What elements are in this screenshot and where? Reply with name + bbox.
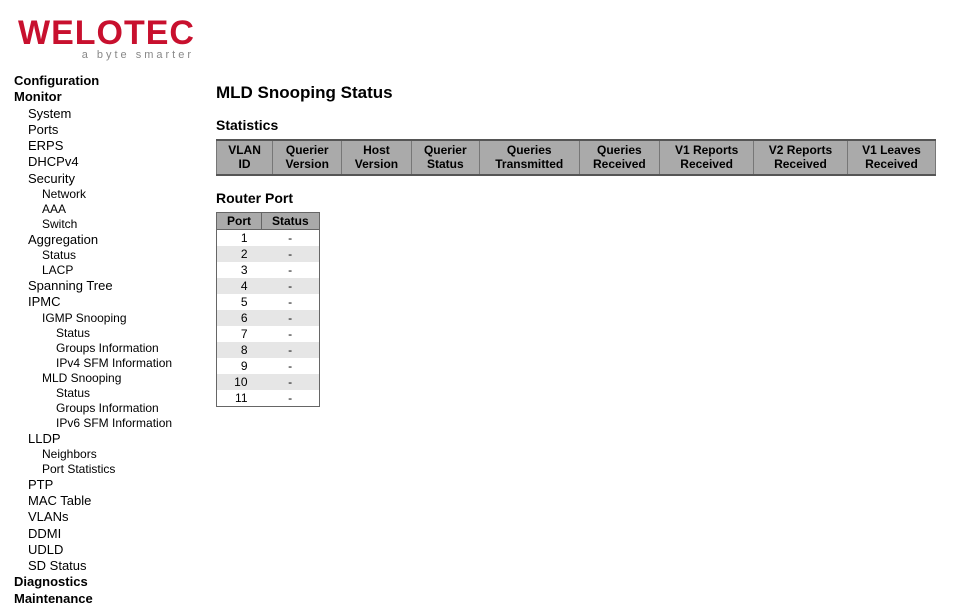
nav-item-vlans[interactable]: VLANs (14, 509, 200, 525)
nav-item-mac-table[interactable]: MAC Table (14, 493, 200, 509)
nav-item-aaa[interactable]: AAA (14, 202, 200, 217)
nav-item-ipv4-sfm-information[interactable]: IPv4 SFM Information (14, 356, 200, 371)
routerport-cell-port: 8 (217, 342, 262, 358)
nav-item-status[interactable]: Status (14, 248, 200, 263)
routerport-row: 8- (217, 342, 320, 358)
nav-item-ports[interactable]: Ports (14, 122, 200, 138)
nav-item-diagnostics[interactable]: Diagnostics (14, 574, 200, 590)
routerport-cell-port: 3 (217, 262, 262, 278)
stats-col-header: QuerierVersion (273, 140, 342, 175)
routerport-cell-status: - (262, 342, 320, 358)
nav-item-groups-information[interactable]: Groups Information (14, 341, 200, 356)
routerport-cell-status: - (262, 310, 320, 326)
routerport-cell-port: 7 (217, 326, 262, 342)
nav-item-ptp[interactable]: PTP (14, 477, 200, 493)
routerport-cell-status: - (262, 229, 320, 246)
nav-item-network[interactable]: Network (14, 187, 200, 202)
routerport-col-header: Port (217, 212, 262, 229)
stats-col-header: V1 LeavesReceived (847, 140, 935, 175)
nav-item-sd-status[interactable]: SD Status (14, 558, 200, 574)
main-content: MLD Snooping Status Statistics VLANIDQue… (200, 69, 953, 407)
nav-item-ddmi[interactable]: DDMI (14, 526, 200, 542)
nav-item-neighbors[interactable]: Neighbors (14, 447, 200, 462)
routerport-cell-status: - (262, 294, 320, 310)
stats-col-header: QuerierStatus (411, 140, 479, 175)
routerport-cell-status: - (262, 326, 320, 342)
routerport-row: 4- (217, 278, 320, 294)
routerport-cell-port: 10 (217, 374, 262, 390)
nav-item-system[interactable]: System (14, 106, 200, 122)
stats-col-header: QueriesReceived (579, 140, 660, 175)
nav-item-maintenance[interactable]: Maintenance (14, 591, 200, 607)
nav-item-dhcpv4[interactable]: DHCPv4 (14, 154, 200, 170)
nav-item-ipmc[interactable]: IPMC (14, 294, 200, 310)
routerport-cell-status: - (262, 374, 320, 390)
logo-area: WELOTEC a byte smarter (0, 0, 953, 69)
nav-item-erps[interactable]: ERPS (14, 138, 200, 154)
page-title: MLD Snooping Status (216, 83, 945, 103)
nav-item-security[interactable]: Security (14, 171, 200, 187)
nav-item-status[interactable]: Status (14, 326, 200, 341)
stats-col-header: QueriesTransmitted (479, 140, 579, 175)
nav-item-configuration[interactable]: Configuration (14, 73, 200, 89)
routerport-col-header: Status (262, 212, 320, 229)
routerport-row: 6- (217, 310, 320, 326)
routerport-cell-port: 9 (217, 358, 262, 374)
nav-item-ipv6-sfm-information[interactable]: IPv6 SFM Information (14, 416, 200, 431)
nav-item-spanning-tree[interactable]: Spanning Tree (14, 278, 200, 294)
stats-col-header: VLANID (217, 140, 273, 175)
routerport-cell-port: 2 (217, 246, 262, 262)
routerport-row: 3- (217, 262, 320, 278)
routerport-cell-status: - (262, 262, 320, 278)
routerport-cell-status: - (262, 278, 320, 294)
routerport-row: 1- (217, 229, 320, 246)
routerport-cell-status: - (262, 390, 320, 407)
nav-item-groups-information[interactable]: Groups Information (14, 401, 200, 416)
routerport-row: 9- (217, 358, 320, 374)
nav-sidebar: ConfigurationMonitorSystemPortsERPSDHCPv… (0, 69, 200, 607)
nav-item-aggregation[interactable]: Aggregation (14, 232, 200, 248)
nav-item-lacp[interactable]: LACP (14, 263, 200, 278)
brand-logo: WELOTEC (18, 14, 953, 53)
routerport-cell-port: 6 (217, 310, 262, 326)
routerport-cell-port: 4 (217, 278, 262, 294)
nav-item-lldp[interactable]: LLDP (14, 431, 200, 447)
routerport-table: PortStatus 1-2-3-4-5-6-7-8-9-10-11- (216, 212, 320, 407)
routerport-row: 7- (217, 326, 320, 342)
nav-item-udld[interactable]: UDLD (14, 542, 200, 558)
stats-table: VLANIDQuerierVersionHostVersionQuerierSt… (216, 139, 936, 176)
routerport-row: 10- (217, 374, 320, 390)
routerport-cell-port: 5 (217, 294, 262, 310)
nav-item-switch[interactable]: Switch (14, 217, 200, 232)
nav-item-mld-snooping[interactable]: MLD Snooping (14, 371, 200, 386)
routerport-cell-status: - (262, 358, 320, 374)
routerport-heading: Router Port (216, 190, 945, 206)
nav-item-monitor[interactable]: Monitor (14, 89, 200, 105)
routerport-row: 2- (217, 246, 320, 262)
routerport-cell-port: 1 (217, 229, 262, 246)
nav-item-port-statistics[interactable]: Port Statistics (14, 462, 200, 477)
nav-item-status[interactable]: Status (14, 386, 200, 401)
stats-heading: Statistics (216, 117, 945, 133)
routerport-cell-status: - (262, 246, 320, 262)
nav-item-igmp-snooping[interactable]: IGMP Snooping (14, 311, 200, 326)
stats-col-header: V2 ReportsReceived (754, 140, 848, 175)
routerport-row: 11- (217, 390, 320, 407)
routerport-row: 5- (217, 294, 320, 310)
stats-col-header: V1 ReportsReceived (660, 140, 754, 175)
stats-col-header: HostVersion (342, 140, 411, 175)
routerport-cell-port: 11 (217, 390, 262, 407)
